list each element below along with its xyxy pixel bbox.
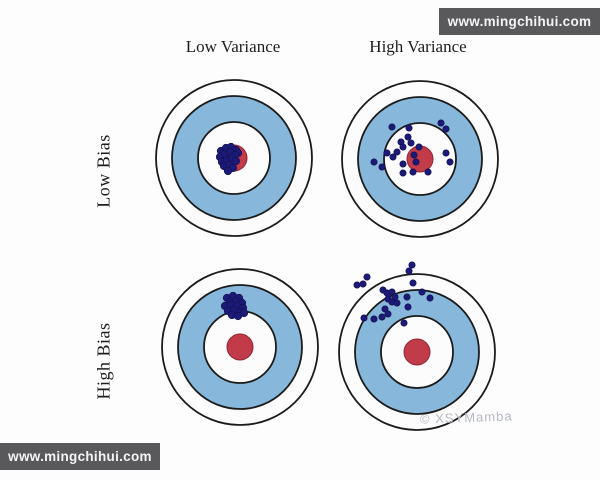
hit-dot — [404, 133, 412, 141]
hit-dot — [399, 143, 407, 151]
hit-dot — [388, 123, 396, 131]
hit-dot — [418, 288, 426, 296]
hit-dot — [446, 158, 454, 166]
target-high-bias-high-variance — [338, 261, 496, 431]
target-low-bias-high-variance — [341, 80, 499, 238]
hit-dot — [405, 124, 413, 132]
hit-dot — [405, 267, 413, 275]
hit-dot — [412, 158, 420, 166]
hit-dot — [403, 293, 411, 301]
hit-dot — [383, 149, 391, 157]
target-high-bias-low-variance — [161, 268, 319, 426]
row-label-low-bias: Low Bias — [93, 134, 114, 208]
hit-dot — [426, 294, 434, 302]
hit-dot — [393, 148, 401, 156]
hit-dot — [389, 153, 397, 161]
hit-dot — [437, 119, 445, 127]
hit-dot — [370, 315, 378, 323]
hit-dot — [442, 125, 450, 133]
hit-dot — [378, 163, 386, 171]
target-bullseye — [403, 338, 431, 366]
watermark-bar-top-right: www.mingchihui.com — [439, 8, 600, 35]
target-low-bias-low-variance — [155, 79, 313, 237]
hit-dot — [363, 273, 371, 281]
hit-dot — [359, 280, 367, 288]
hit-dot — [223, 166, 233, 176]
hit-dot — [384, 310, 392, 318]
hit-dot — [415, 143, 423, 151]
watermark-text-top: www.mingchihui.com — [447, 14, 592, 29]
hit-dot — [393, 299, 401, 307]
hit-dot — [353, 281, 361, 289]
hit-dot — [239, 308, 249, 318]
hit-dot — [399, 169, 407, 177]
column-label-high-variance: High Variance — [369, 37, 467, 56]
hit-dot — [400, 319, 408, 327]
hit-dot — [404, 303, 412, 311]
column-label-low-variance: Low Variance — [185, 37, 281, 56]
hit-dot — [360, 314, 368, 322]
row-label-high-bias: High Bias — [93, 322, 114, 400]
hit-dot — [408, 261, 416, 269]
hit-dot — [370, 158, 378, 166]
hit-dot — [424, 168, 432, 176]
hit-dot — [407, 139, 415, 147]
hit-dot — [378, 313, 386, 321]
target-bullseye — [226, 333, 254, 361]
hit-dot — [399, 160, 407, 168]
hit-dot — [409, 168, 417, 176]
watermark-bar-bottom-left: www.mingchihui.com — [0, 443, 160, 470]
hit-dot — [409, 279, 417, 287]
hit-dot — [442, 149, 450, 157]
hit-dot — [231, 156, 241, 166]
hit-dot — [410, 151, 418, 159]
watermark-text-bottom: www.mingchihui.com — [8, 449, 152, 464]
